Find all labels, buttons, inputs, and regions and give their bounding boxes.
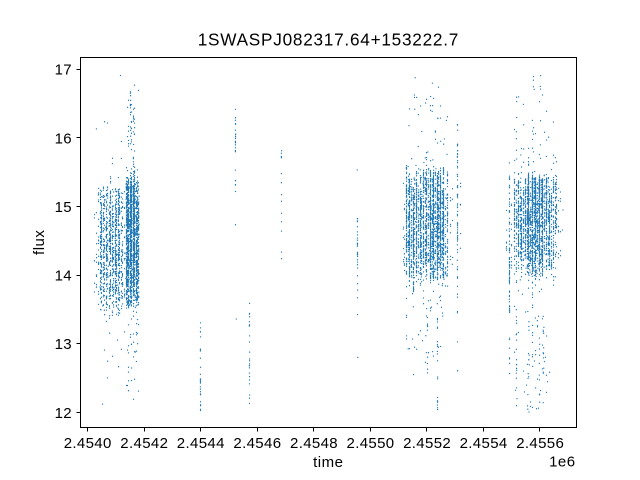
svg-text:2.4554: 2.4554 — [460, 435, 508, 452]
svg-text:2.4552: 2.4552 — [403, 435, 451, 452]
svg-text:2.4556: 2.4556 — [516, 435, 564, 452]
svg-text:1SWASPJ082317.64+153222.7: 1SWASPJ082317.64+153222.7 — [198, 29, 459, 49]
svg-text:flux: flux — [31, 230, 48, 255]
svg-text:1e6: 1e6 — [549, 453, 576, 470]
svg-text:14: 14 — [55, 268, 72, 285]
svg-text:2.4548: 2.4548 — [290, 435, 338, 452]
svg-text:2.4544: 2.4544 — [177, 435, 225, 452]
svg-text:2.4542: 2.4542 — [120, 435, 168, 452]
svg-text:2.4550: 2.4550 — [347, 435, 395, 452]
svg-text:13: 13 — [55, 336, 72, 353]
svg-text:17: 17 — [55, 62, 72, 79]
svg-text:16: 16 — [55, 130, 72, 147]
svg-text:time: time — [313, 454, 343, 471]
svg-text:2.4540: 2.4540 — [64, 435, 112, 452]
svg-text:12: 12 — [55, 405, 72, 422]
svg-text:15: 15 — [55, 199, 72, 216]
svg-text:2.4546: 2.4546 — [233, 435, 281, 452]
